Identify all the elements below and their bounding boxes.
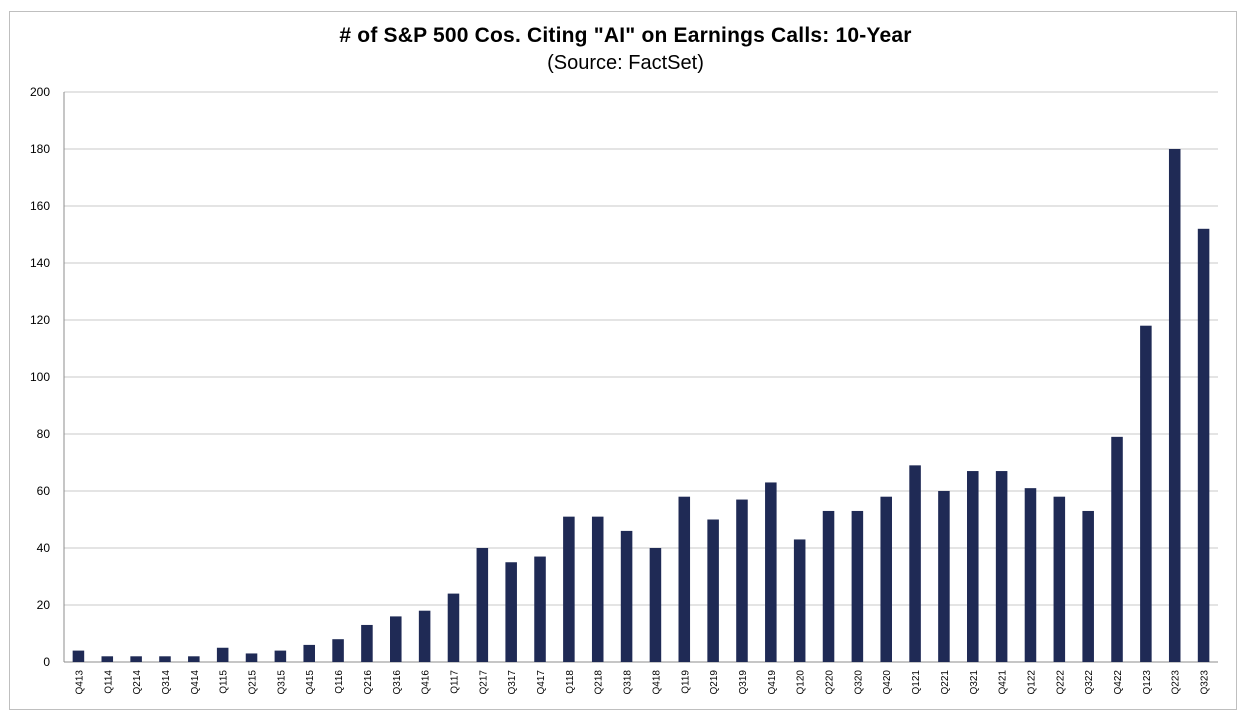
bar-Q120 xyxy=(793,539,806,662)
x-tick-label: Q415 xyxy=(305,670,316,695)
x-tick-label: Q116 xyxy=(334,670,345,694)
y-tick-label: 100 xyxy=(30,370,50,384)
bar-Q316 xyxy=(390,616,402,662)
x-tick-label: Q414 xyxy=(190,670,201,695)
y-tick-label: 200 xyxy=(30,85,50,99)
bar-Q215 xyxy=(245,653,258,662)
x-tick-label: Q220 xyxy=(825,670,836,695)
bar-Q116 xyxy=(332,639,344,662)
x-tick-label: Q315 xyxy=(276,670,287,695)
bar-Q219 xyxy=(707,519,719,662)
x-tick-label: Q318 xyxy=(623,670,634,695)
y-tick-label: 20 xyxy=(37,598,51,612)
x-tick-label: Q323 xyxy=(1200,670,1211,695)
bar-Q417 xyxy=(534,556,546,662)
bar-Q413 xyxy=(72,650,85,662)
bar-Q117 xyxy=(447,593,460,662)
x-tick-label: Q321 xyxy=(969,670,980,695)
bar-Q317 xyxy=(505,562,517,662)
x-tick-label: Q122 xyxy=(1026,670,1037,695)
gridlines xyxy=(63,91,1218,663)
x-tick-label: Q223 xyxy=(1171,670,1182,695)
x-tick-label: Q215 xyxy=(248,670,259,695)
x-tick-label: Q114 xyxy=(103,670,114,694)
bar-Q119 xyxy=(678,496,691,662)
bar-Q416 xyxy=(418,610,431,662)
x-tick-label: Q221 xyxy=(940,670,951,695)
x-tick-label: Q117 xyxy=(449,670,460,694)
x-tick-label: Q218 xyxy=(594,670,605,695)
bar-Q319 xyxy=(736,499,748,662)
x-tick-label: Q422 xyxy=(1113,670,1124,695)
bar-Q323 xyxy=(1197,228,1210,663)
bar-Q414 xyxy=(188,656,200,662)
bar-Q214 xyxy=(130,656,142,662)
bar-Q221 xyxy=(938,491,950,662)
bar-Q218 xyxy=(591,516,604,662)
bar-Q421 xyxy=(995,471,1008,662)
bar-Q123 xyxy=(1140,325,1152,662)
x-tick-label: Q314 xyxy=(161,670,172,695)
bar-Q114 xyxy=(101,656,114,662)
x-tick-label: Q214 xyxy=(132,670,143,695)
x-tick-label: Q320 xyxy=(853,670,864,695)
y-tick-label: 120 xyxy=(30,313,50,327)
bar-Q121 xyxy=(909,465,921,662)
x-tick-label: Q316 xyxy=(392,670,403,695)
bar-Q321 xyxy=(967,471,979,662)
x-tick-label: Q421 xyxy=(998,670,1009,695)
x-tick-label: Q219 xyxy=(709,670,720,695)
bar-Q315 xyxy=(274,650,287,662)
bar-Q320 xyxy=(851,510,864,662)
y-tick-label: 180 xyxy=(30,142,50,156)
bar-Q118 xyxy=(563,516,575,662)
y-tick-label: 160 xyxy=(30,199,50,213)
y-tick-label: 40 xyxy=(37,541,51,555)
bar-Q217 xyxy=(476,548,489,662)
y-tick-label: 60 xyxy=(37,484,51,498)
x-tick-label: Q413 xyxy=(74,670,85,695)
x-tick-label: Q123 xyxy=(1142,670,1153,695)
bar-Q222 xyxy=(1053,496,1066,662)
x-tick-label: Q119 xyxy=(680,670,691,694)
y-tick-label: 0 xyxy=(43,655,50,669)
x-tick-label: Q417 xyxy=(536,670,547,695)
bar-Q422 xyxy=(1111,436,1123,662)
bar-Q420 xyxy=(880,496,892,662)
bar-Q223 xyxy=(1168,149,1181,662)
bar-Q314 xyxy=(159,656,171,662)
x-tick-label: Q118 xyxy=(565,670,576,694)
x-tick-label: Q420 xyxy=(882,670,893,695)
bar-Q220 xyxy=(822,510,835,662)
bar-Q122 xyxy=(1024,488,1037,662)
x-axis-ticks: Q413 Q114 Q214 Q314 Q414 Q115 Q215 Q315 Q415 Q116… xyxy=(74,670,1210,695)
x-tick-label: Q418 xyxy=(651,670,662,695)
x-tick-label: Q217 xyxy=(478,670,489,695)
bar-Q216 xyxy=(361,624,373,662)
x-tick-label: Q121 xyxy=(911,670,922,695)
bar-Q418 xyxy=(649,548,662,662)
x-tick-label: Q120 xyxy=(796,670,807,695)
x-tick-label: Q115 xyxy=(219,670,230,694)
x-tick-label: Q317 xyxy=(507,670,518,695)
bar-Q419 xyxy=(765,482,777,662)
x-tick-label: Q416 xyxy=(421,670,432,695)
bar-Q415 xyxy=(303,644,315,662)
bars xyxy=(72,149,1210,663)
y-tick-label: 140 xyxy=(30,256,50,270)
x-tick-label: Q319 xyxy=(738,670,749,695)
y-tick-label: 80 xyxy=(37,427,51,441)
x-tick-label: Q419 xyxy=(767,670,778,695)
chart-subtitle: (Source: FactSet) xyxy=(547,52,704,74)
x-tick-label: Q322 xyxy=(1084,670,1095,695)
x-tick-label: Q216 xyxy=(363,670,374,695)
chart-title: # of S&P 500 Cos. Citing "AI" on Earning… xyxy=(339,24,912,47)
bar-Q318 xyxy=(620,530,633,662)
bar-Q322 xyxy=(1082,510,1094,662)
x-tick-label: Q222 xyxy=(1055,670,1066,695)
bar-Q115 xyxy=(216,647,229,662)
y-axis-ticks: 0 20 40 60 80 100 120 140 160 180 200 xyxy=(30,85,50,669)
